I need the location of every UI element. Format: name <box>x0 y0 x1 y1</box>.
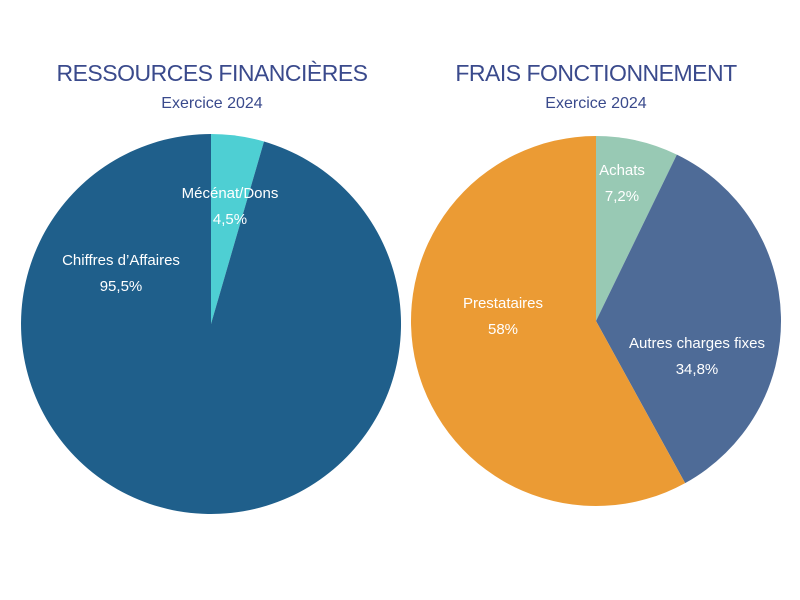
slice-value-label: 34,8% <box>676 361 719 378</box>
slice-name-label: Achats <box>599 162 645 179</box>
chart-subtitle-ressources: Exercice 2024 <box>161 95 263 112</box>
pie-slice-1-2 <box>21 134 402 514</box>
pie-slice-2-1 <box>596 136 677 321</box>
pie-slice-2-2 <box>596 154 782 484</box>
slice-name-label: Prestataires <box>463 295 543 312</box>
chart-subtitle-frais: Exercice 2024 <box>545 95 647 112</box>
slice-name-label: Chiffres d’Affaires <box>62 252 180 269</box>
slice-value-label: 7,2% <box>605 188 639 205</box>
slice-value-label: 95,5% <box>100 278 143 295</box>
slice-value-label: 58% <box>488 321 518 338</box>
slice-name-label: Mécénat/Dons <box>182 185 279 202</box>
chart-title-ressources: RESSOURCES FINANCIÈRES <box>56 60 368 86</box>
pie-chart-1: Mécénat/Dons 4,5% Chiffres d’Affaires 95,5% <box>21 134 402 514</box>
slice-value-label: 4,5% <box>213 211 247 228</box>
pie-slice-1-1 <box>211 134 265 324</box>
chart-title-frais: FRAIS FONCTIONNEMENT <box>455 60 737 86</box>
slice-name-label: Autres charges fixes <box>629 335 765 352</box>
pie-slice-2-3 <box>411 136 686 506</box>
pie-chart-2: Achats 7,2% Autres charges fixes 34,8% Prest… <box>411 136 782 506</box>
